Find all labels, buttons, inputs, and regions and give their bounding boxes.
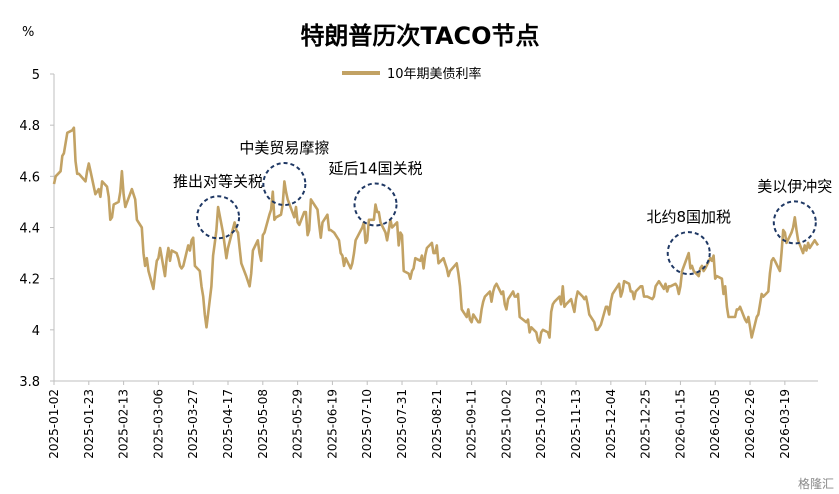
y-tick-label: 4.4 [19, 222, 40, 237]
annotation-circle [262, 162, 307, 207]
annotation-label: 延后14国关税 [328, 159, 422, 177]
watermark-text: 格隆汇 [798, 476, 834, 491]
x-tick-label: 2025-03-06 [151, 389, 165, 459]
x-tick-label: 2025-05-29 [291, 389, 305, 459]
annotation-circle [772, 200, 817, 245]
x-tick-label: 2026-02-05 [708, 389, 722, 459]
x-tick-label: 2025-05-08 [256, 389, 270, 459]
chart-title: 特朗普历次TACO节点 [300, 22, 539, 50]
x-tick-label: 2025-06-19 [325, 389, 339, 459]
annotation-circle [353, 182, 398, 227]
y-tick-label: 4.8 [19, 119, 40, 134]
annotation-label: 中美贸易摩擦 [239, 139, 329, 157]
x-tick-label: 2025-09-11 [465, 389, 479, 459]
y-axis: 3.8 4 4.2 4.4 4.6 4.8 5 [19, 68, 55, 390]
x-axis: 2025-01-02 2025-01-23 2025-02-13 2025-03-06… [47, 380, 818, 459]
x-tick-label: 2025-07-10 [360, 389, 374, 459]
x-tick-label: 2025-08-21 [430, 389, 444, 459]
x-tick-label: 2025-12-04 [604, 389, 618, 459]
series-line [52, 126, 820, 344]
x-tick-label: 2025-07-31 [395, 389, 409, 459]
x-tick-label: 2025-04-17 [221, 389, 235, 459]
annotation-label: 美以伊冲突 [757, 177, 832, 195]
x-tick-label: 2026-03-19 [778, 389, 792, 459]
annotation-circle [666, 231, 711, 276]
x-tick-label: 2025-02-13 [117, 389, 131, 459]
y-unit-label: % [22, 25, 34, 40]
y-tick-label: 4 [32, 324, 40, 339]
x-tick-label: 2025-10-23 [534, 389, 548, 459]
x-tick-label: 2025-01-23 [82, 389, 96, 459]
y-tick-label: 3.8 [19, 375, 40, 390]
y-tick-label: 4.6 [19, 170, 40, 185]
annotation-circle [196, 195, 241, 240]
legend: 10年期美债利率 [342, 66, 482, 82]
x-tick-label: 2025-01-02 [47, 389, 61, 459]
x-tick-label: 2026-01-15 [673, 389, 687, 459]
annotation-label: 推出对等关税 [173, 172, 263, 190]
x-tick-label: 2025-12-25 [639, 389, 653, 459]
y-tick-label: 4.2 [19, 273, 40, 288]
x-tick-label: 2025-11-13 [569, 389, 583, 459]
x-tick-label: 2025-03-27 [186, 389, 200, 459]
x-tick-label: 2025-10-02 [499, 389, 513, 459]
plot-area [52, 126, 820, 344]
annotation-label: 北约8国加税 [646, 208, 731, 226]
legend-entry: 10年期美债利率 [387, 66, 482, 82]
x-tick-label: 2026-02-26 [743, 389, 757, 459]
y-tick-label: 5 [32, 68, 40, 83]
